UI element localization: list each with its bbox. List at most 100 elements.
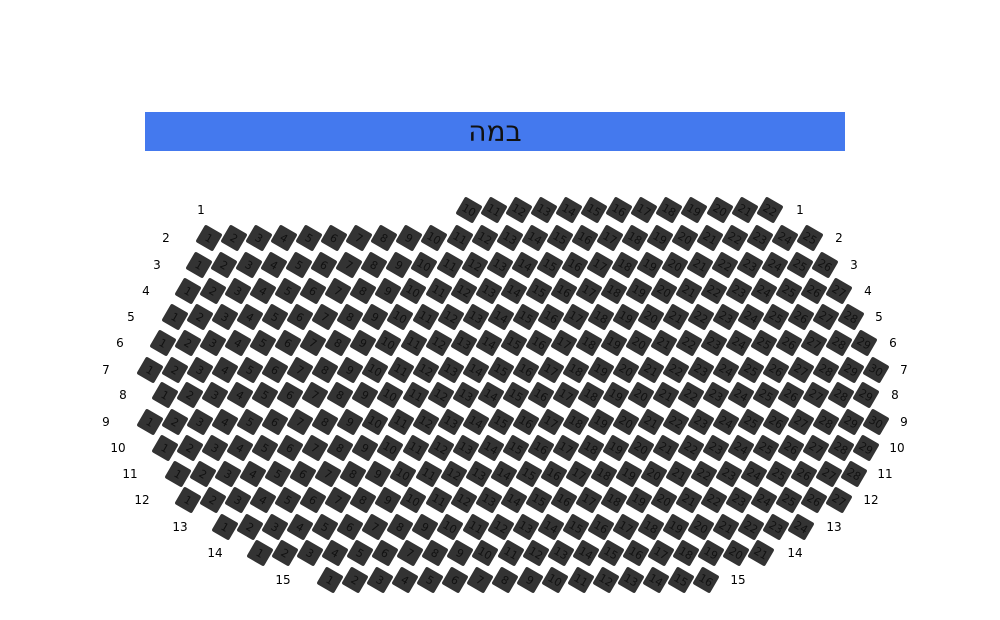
seat[interactable]: 5 [264, 460, 292, 488]
seat[interactable]: 8 [491, 566, 520, 594]
seat[interactable]: 14 [555, 196, 583, 224]
seat[interactable]: 6 [274, 329, 302, 357]
seat[interactable]: 6 [441, 566, 469, 594]
seat[interactable]: 3 [201, 381, 229, 409]
seat[interactable]: 13 [464, 460, 493, 488]
seat[interactable]: 10 [420, 224, 449, 252]
seat[interactable]: 2 [220, 224, 248, 252]
seat[interactable]: 21 [650, 329, 678, 357]
seat[interactable]: 16 [527, 434, 555, 462]
seat[interactable]: 28 [827, 434, 856, 462]
seat[interactable]: 29 [852, 434, 881, 462]
seat[interactable]: 24 [725, 329, 753, 357]
seat[interactable]: 17 [550, 329, 578, 357]
seat[interactable]: 22 [721, 224, 749, 252]
seat[interactable]: 11 [424, 277, 453, 305]
seat[interactable]: 2 [174, 329, 202, 357]
seat[interactable]: 6 [336, 513, 364, 541]
seat[interactable]: 23 [762, 513, 790, 541]
seat[interactable]: 20 [650, 486, 678, 514]
seat[interactable]: 4 [249, 486, 277, 514]
seat[interactable]: 8 [339, 460, 368, 488]
seat[interactable]: 6 [299, 277, 327, 305]
seat[interactable]: 9 [411, 513, 440, 541]
seat[interactable]: 25 [762, 303, 790, 331]
seat[interactable]: 30 [862, 356, 891, 384]
seat[interactable]: 14 [486, 303, 515, 331]
seat[interactable]: 25 [786, 251, 814, 279]
seat[interactable]: 23 [700, 329, 728, 357]
seat[interactable]: 19 [680, 196, 709, 224]
seat[interactable]: 5 [274, 486, 302, 514]
seat[interactable]: 2 [236, 513, 264, 541]
seat[interactable]: 15 [502, 381, 530, 409]
seat[interactable]: 4 [321, 539, 349, 567]
seat[interactable]: 10 [471, 539, 500, 567]
seat[interactable]: 7 [361, 513, 389, 541]
seat[interactable]: 8 [360, 251, 389, 279]
seat[interactable]: 17 [565, 460, 593, 488]
seat[interactable]: 19 [612, 303, 640, 331]
seat[interactable]: 20 [612, 356, 640, 384]
seat[interactable]: 14 [510, 251, 539, 279]
seat[interactable]: 17 [552, 434, 580, 462]
seat[interactable]: 8 [349, 486, 378, 514]
seat[interactable]: 13 [474, 486, 503, 514]
seat[interactable]: 14 [641, 566, 670, 594]
seat[interactable]: 3 [245, 224, 273, 252]
seat[interactable]: 5 [295, 224, 323, 252]
seat[interactable]: 22 [755, 196, 784, 224]
seat[interactable]: 12 [426, 434, 455, 462]
seat[interactable]: 5 [249, 329, 277, 357]
seat[interactable]: 7 [314, 460, 342, 488]
seat[interactable]: 20 [650, 277, 678, 305]
seat[interactable]: 18 [577, 434, 605, 462]
seat[interactable]: 14 [489, 460, 518, 488]
seat[interactable]: 18 [587, 303, 615, 331]
seat[interactable]: 8 [386, 513, 415, 541]
seat[interactable]: 10 [386, 303, 415, 331]
seat[interactable]: 9 [395, 224, 424, 252]
seat[interactable]: 26 [787, 303, 815, 331]
seat[interactable]: 2 [186, 303, 214, 331]
seat[interactable]: 20 [661, 251, 689, 279]
seat[interactable]: 19 [600, 329, 628, 357]
seat[interactable]: 7 [301, 381, 329, 409]
seat[interactable]: 28 [840, 460, 869, 488]
seat[interactable]: 7 [466, 566, 494, 594]
seat[interactable]: 16 [540, 460, 568, 488]
seat[interactable]: 10 [436, 513, 465, 541]
seat[interactable]: 11 [480, 196, 508, 224]
seat[interactable]: 2 [341, 566, 369, 594]
seat[interactable]: 12 [449, 277, 478, 305]
seat[interactable]: 16 [525, 329, 553, 357]
seat[interactable]: 6 [286, 303, 314, 331]
seat[interactable]: 19 [662, 513, 690, 541]
seat[interactable]: 3 [261, 513, 289, 541]
seat[interactable]: 4 [286, 513, 314, 541]
seat[interactable]: 14 [520, 224, 549, 252]
seat[interactable]: 18 [590, 460, 618, 488]
seat[interactable]: 22 [687, 303, 715, 331]
seat[interactable]: 4 [391, 566, 419, 594]
seat[interactable]: 1 [316, 566, 344, 594]
seat[interactable]: 22 [662, 408, 690, 436]
seat[interactable]: 30 [862, 408, 891, 436]
seat[interactable]: 16 [587, 513, 615, 541]
seat[interactable]: 27 [815, 460, 843, 488]
seat[interactable]: 15 [536, 251, 564, 279]
seat[interactable]: 14 [461, 408, 490, 436]
seat[interactable]: 17 [562, 303, 590, 331]
seat[interactable]: 6 [261, 356, 289, 384]
seat[interactable]: 24 [727, 434, 755, 462]
seat[interactable]: 28 [837, 303, 866, 331]
seat[interactable]: 9 [364, 460, 393, 488]
seat[interactable]: 23 [702, 434, 730, 462]
seat[interactable]: 21 [675, 486, 703, 514]
seat[interactable]: 5 [261, 303, 289, 331]
seat[interactable]: 21 [747, 539, 775, 567]
seat[interactable]: 1 [149, 329, 177, 357]
seat[interactable]: 28 [825, 329, 854, 357]
seat[interactable]: 12 [436, 303, 465, 331]
seat[interactable]: 18 [600, 486, 628, 514]
